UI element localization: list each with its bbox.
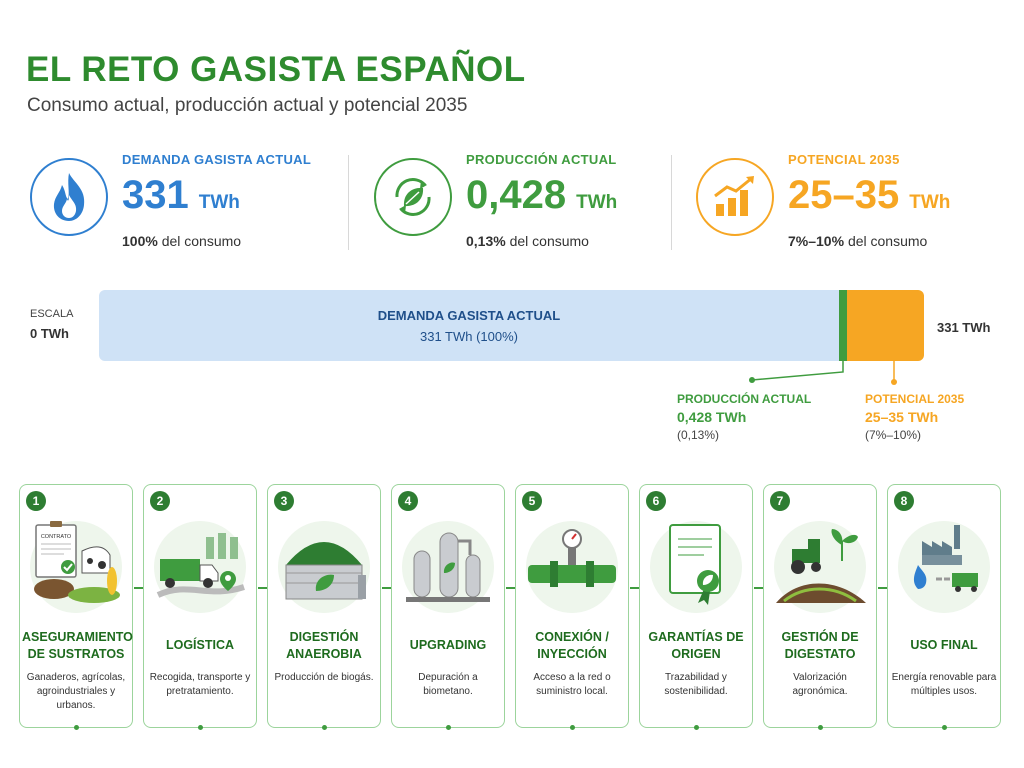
divider bbox=[348, 155, 349, 250]
step-dot bbox=[198, 725, 203, 730]
step-number: 4 bbox=[398, 491, 418, 511]
step-desc: Depuración a biometano. bbox=[418, 672, 478, 697]
callout-lines bbox=[749, 361, 897, 385]
scale-end: 331 TWh bbox=[937, 320, 991, 335]
step-digestion: 3 DIGESTIÓN ANAEROBIA Producción de biog… bbox=[267, 484, 381, 730]
pipeline-icon bbox=[526, 521, 618, 613]
divider bbox=[671, 155, 672, 250]
callout-production: PRODUCCIÓN ACTUAL 0,428 TWh (0,13%) bbox=[677, 392, 812, 442]
bar-demand-sub: 331 TWh (100%) bbox=[419, 328, 519, 344]
kpi-demand: DEMANDA GASISTA ACTUAL 331 TWh 100% del c… bbox=[30, 152, 340, 252]
kpi-label: PRODUCCIÓN ACTUAL bbox=[466, 152, 617, 167]
callout-potential: POTENCIAL 2035 25–35 TWh (7%–10%) bbox=[865, 392, 965, 442]
step-upgrading: 4 UPGRADING Depuración a biometano. bbox=[391, 484, 505, 730]
step-garantias: 6 GARANTÍAS DE ORIGEN Trazabilidad y sos… bbox=[639, 484, 753, 730]
page-title: EL RETO GASISTA ESPAÑOL bbox=[26, 50, 526, 89]
step-desc: Energía renovable para múltiples usos. bbox=[891, 672, 997, 697]
kpi-note: 0,13% del consumo bbox=[466, 233, 589, 249]
step-desc: Recogida, transporte y pretratamiento. bbox=[149, 672, 251, 697]
step-title: GARANTÍAS DE ORIGEN bbox=[648, 630, 744, 661]
step-desc: Trazabilidad y sostenibilidad. bbox=[664, 672, 728, 697]
step-number: 6 bbox=[646, 491, 666, 511]
flame-icon bbox=[30, 158, 108, 236]
bar-demand-title: DEMANDA GASISTA ACTUAL bbox=[377, 307, 561, 323]
contract-icon: CONTRATO bbox=[30, 521, 122, 613]
scale-label: ESCALA bbox=[30, 308, 74, 320]
growth-chart-icon bbox=[696, 158, 774, 236]
step-dot bbox=[818, 725, 823, 730]
bar-demand-segment: DEMANDA GASISTA ACTUAL 331 TWh (100%) bbox=[99, 290, 839, 361]
upgrading-plant-icon bbox=[402, 521, 494, 613]
step-digestato: 7 GESTIÓN DE DIGESTATO Valorización agro… bbox=[763, 484, 877, 730]
step-dot bbox=[694, 725, 699, 730]
kpi-label: DEMANDA GASISTA ACTUAL bbox=[122, 152, 312, 167]
step-desc: Acceso a la red o suministro local. bbox=[533, 672, 611, 697]
step-title: USO FINAL bbox=[910, 638, 978, 652]
bar-potential-segment bbox=[847, 290, 924, 361]
kpi-value: 331 TWh bbox=[122, 173, 240, 217]
step-number: 5 bbox=[522, 491, 542, 511]
kpi-value: 25–35 TWh bbox=[788, 173, 951, 217]
step-number: 8 bbox=[894, 491, 914, 511]
bar-production-segment bbox=[839, 290, 847, 361]
step-dot bbox=[74, 725, 79, 730]
kpi-note: 100% del consumo bbox=[122, 233, 242, 249]
step-dot bbox=[446, 725, 451, 730]
kpi-potential: POTENCIAL 2035 25–35 TWh 7%–10% del consu… bbox=[696, 152, 996, 252]
step-dot bbox=[322, 725, 327, 730]
svg-text:CONTRATO: CONTRATO bbox=[41, 534, 72, 540]
tractor-field-icon bbox=[774, 521, 866, 613]
step-sustratos: 1 CONTRATO ASEGURAMIENTO DE SUSTRATOS Ga… bbox=[19, 484, 133, 730]
certificate-icon bbox=[650, 521, 742, 613]
step-dot bbox=[942, 725, 947, 730]
step-conexion: 5 CONEXIÓN / INYECCIÓN Acceso a la red o… bbox=[515, 484, 629, 730]
scale-bar: DEMANDA GASISTA ACTUAL 331 TWh (100%) bbox=[99, 290, 924, 361]
step-dot bbox=[570, 725, 575, 730]
step-logistica: 2 LOGÍSTICA Recogida, transporte y pretr… bbox=[143, 484, 257, 730]
step-desc: Ganaderos, agrícolas, agroindustriales y… bbox=[26, 672, 126, 711]
kpi-label: POTENCIAL 2035 bbox=[788, 152, 900, 167]
step-number: 1 bbox=[26, 491, 46, 511]
step-number: 2 bbox=[150, 491, 170, 511]
final-use-icon bbox=[898, 521, 990, 613]
step-number: 3 bbox=[274, 491, 294, 511]
page-subtitle: Consumo actual, producción actual y pote… bbox=[27, 95, 468, 116]
step-title: GESTIÓN DE DIGESTATO bbox=[781, 630, 859, 661]
digester-icon bbox=[278, 521, 370, 613]
step-desc: Valorización agronómica. bbox=[792, 672, 848, 697]
step-title: CONEXIÓN / INYECCIÓN bbox=[535, 630, 609, 661]
scale-zero: 0 TWh bbox=[30, 326, 69, 341]
leaf-recycle-icon bbox=[374, 158, 452, 236]
step-desc: Producción de biogás. bbox=[274, 672, 374, 683]
kpi-value: 0,428 TWh bbox=[466, 173, 618, 217]
step-uso-final: 8 USO FINAL Energía renovable para múlti… bbox=[887, 484, 1001, 730]
truck-icon bbox=[154, 521, 246, 613]
kpi-note: 7%–10% del consumo bbox=[788, 233, 928, 249]
step-title: DIGESTIÓN ANAEROBIA bbox=[286, 630, 362, 661]
step-title: UPGRADING bbox=[409, 638, 487, 652]
step-number: 7 bbox=[770, 491, 790, 511]
step-title: LOGÍSTICA bbox=[165, 638, 235, 652]
kpi-production: PRODUCCIÓN ACTUAL 0,428 TWh 0,13% del con… bbox=[374, 152, 664, 252]
step-title: ASEGURAMIENTO DE SUSTRATOS bbox=[22, 630, 133, 661]
process-steps: 1 CONTRATO ASEGURAMIENTO DE SUSTRATOS Ga… bbox=[19, 484, 1005, 730]
